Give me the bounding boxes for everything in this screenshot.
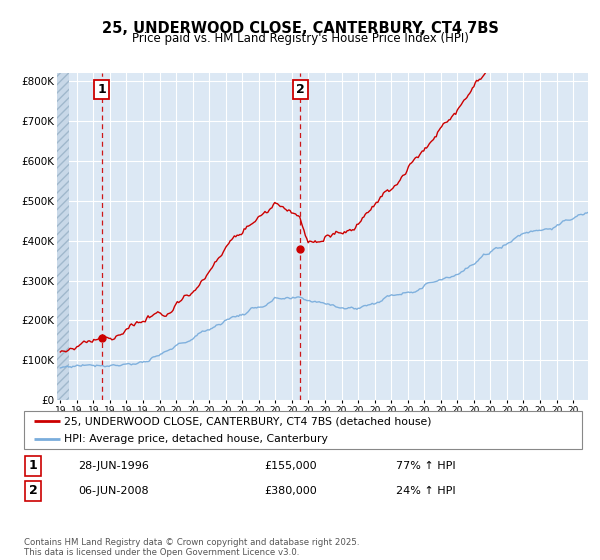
Text: 24% ↑ HPI: 24% ↑ HPI [396,486,455,496]
Text: HPI: Average price, detached house, Canterbury: HPI: Average price, detached house, Cant… [64,434,328,444]
Text: 2: 2 [296,83,305,96]
Text: 1: 1 [97,83,106,96]
FancyBboxPatch shape [24,411,582,449]
Text: Price paid vs. HM Land Registry's House Price Index (HPI): Price paid vs. HM Land Registry's House … [131,32,469,45]
Text: 2: 2 [29,484,37,497]
Text: 25, UNDERWOOD CLOSE, CANTERBURY, CT4 7BS (detached house): 25, UNDERWOOD CLOSE, CANTERBURY, CT4 7BS… [64,416,431,426]
Text: 06-JUN-2008: 06-JUN-2008 [78,486,149,496]
Text: £380,000: £380,000 [264,486,317,496]
Text: 28-JUN-1996: 28-JUN-1996 [78,461,149,471]
Text: £155,000: £155,000 [264,461,317,471]
Bar [57,73,68,400]
Text: Contains HM Land Registry data © Crown copyright and database right 2025.
This d: Contains HM Land Registry data © Crown c… [24,538,359,557]
Text: 1: 1 [29,459,37,473]
Text: 77% ↑ HPI: 77% ↑ HPI [396,461,455,471]
Text: 25, UNDERWOOD CLOSE, CANTERBURY, CT4 7BS: 25, UNDERWOOD CLOSE, CANTERBURY, CT4 7BS [101,21,499,36]
